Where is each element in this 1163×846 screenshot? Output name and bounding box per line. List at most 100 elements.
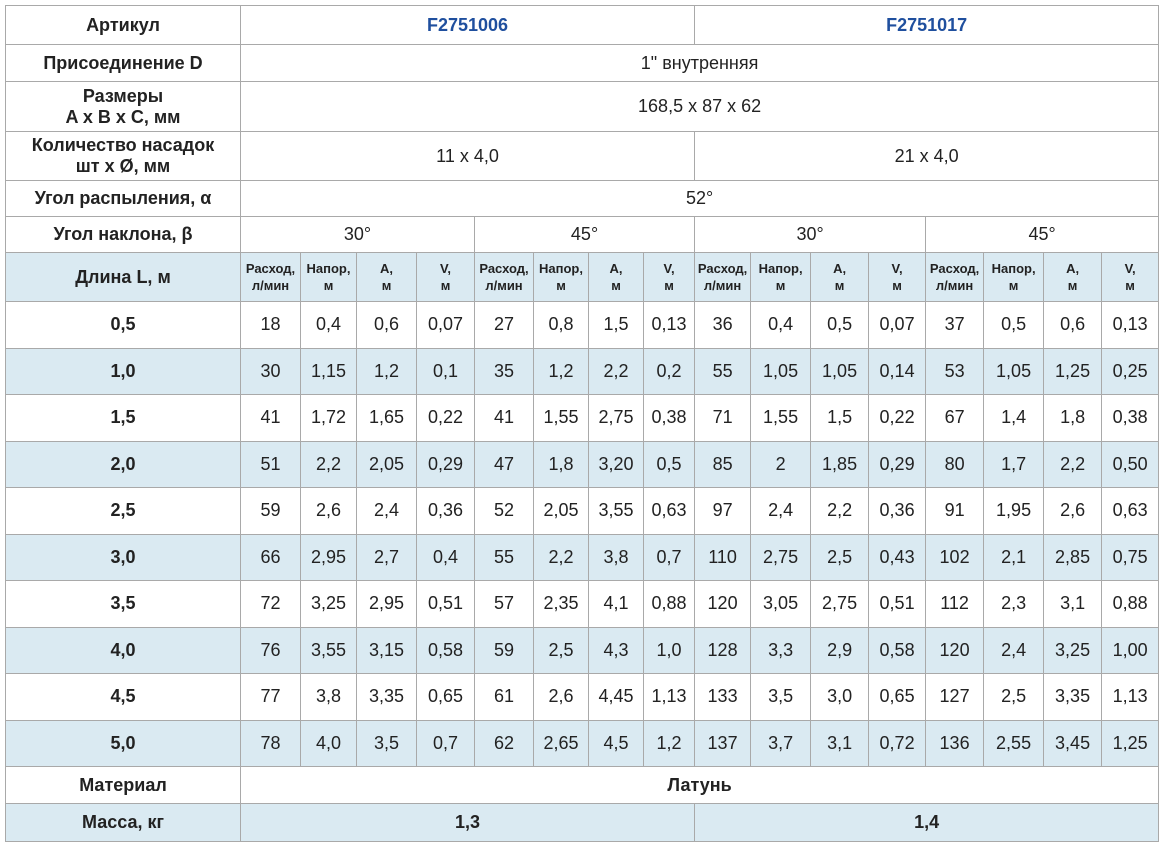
cell-text: 0,50: [1112, 453, 1148, 474]
cell-text: 0,2: [656, 360, 682, 381]
cell-text: 41: [493, 407, 515, 428]
table-cell: 2,95: [300, 533, 357, 581]
table-cell: 37: [925, 301, 985, 349]
cell-text: 0,5: [110, 314, 136, 335]
cell-text: 2,0: [110, 453, 136, 474]
cell-text: 97: [712, 500, 733, 521]
cell-text: 3,35: [1055, 686, 1091, 707]
cell-text: 1,2: [373, 360, 400, 381]
table-cell: 2,5: [5, 487, 241, 535]
table-cell: A, м: [588, 252, 644, 302]
cell-text: 2,4: [373, 500, 400, 521]
cell-text: 78: [260, 732, 281, 753]
cell-text: 2,35: [543, 593, 579, 614]
cell-text: 0,7: [432, 732, 459, 753]
table-cell: 3,20: [588, 440, 644, 488]
cell-text: м: [1125, 278, 1135, 293]
cell-text: 133: [707, 686, 738, 707]
table-cell: 128: [694, 626, 752, 674]
table-cell: Напор, м: [533, 252, 589, 302]
table-cell: 1,5: [588, 301, 644, 349]
cell-text: Количество насадок: [31, 135, 215, 155]
table-cell: 45°: [473, 216, 696, 253]
table-cell: 0,5: [642, 440, 696, 488]
table-cell: 30°: [240, 216, 475, 253]
cell-text: 4,1: [603, 593, 629, 614]
table-cell: 2,75: [750, 533, 812, 581]
table-cell: 41: [474, 394, 534, 442]
table-cell: A, м: [1043, 252, 1103, 302]
cell-text: 0,51: [427, 593, 464, 614]
cell-text: 0,14: [879, 360, 915, 381]
table-cell: Расход, л/мин: [240, 252, 301, 302]
cell-text: 18: [260, 314, 281, 335]
table-cell: 1,4: [983, 394, 1045, 442]
cell-text: 2,2: [603, 360, 629, 381]
cell-text: 1,05: [763, 360, 799, 381]
table-cell: Напор, м: [750, 252, 812, 302]
cell-text: 30: [260, 360, 281, 381]
cell-text: 2,4: [1001, 639, 1027, 660]
cell-text: 168,5 x 87 x 62: [638, 96, 762, 116]
table-cell: 2,2: [1043, 440, 1103, 488]
table-cell: 1,0: [642, 626, 696, 674]
table-cell: Расход, л/мин: [474, 252, 534, 302]
cell-text: Расход,: [479, 261, 529, 276]
table-cell: 2,2: [588, 347, 644, 395]
table-cell: 1,25: [1043, 347, 1103, 395]
table-cell: 1,05: [983, 347, 1045, 395]
table-cell: 0,8: [533, 301, 589, 349]
table-cell: 77: [240, 673, 301, 721]
table-cell: 2,2: [533, 533, 589, 581]
table-row: 0,5 18 0,4 0,6 0,07 27 0,8 1,5 0,13 36 0,4 0,5 0,07 3…: [5, 301, 1160, 349]
table-cell: 0,88: [642, 580, 696, 628]
cell-text: A,: [1066, 261, 1080, 276]
cell-text: 52°: [685, 188, 714, 208]
table-cell: 0,58: [868, 626, 927, 674]
table-row: Присоединение D 1" внутренняя: [5, 44, 1160, 82]
cell-text: 41: [260, 407, 281, 428]
table-cell: 110: [694, 533, 752, 581]
cell-text: 1,3: [455, 812, 481, 832]
cell-text: A,: [609, 261, 623, 276]
cell-text: л/мин: [935, 278, 974, 293]
cell-text: Артикул: [86, 14, 160, 35]
cell-text: 1,5: [110, 407, 136, 428]
cell-text: 2,5: [827, 546, 853, 567]
table-cell: 1,2: [533, 347, 589, 395]
cell-text: 1,25: [1055, 360, 1091, 381]
cell-text: 3,15: [368, 639, 405, 660]
cell-text: Материал: [79, 774, 167, 795]
table-cell: 30°: [694, 216, 927, 253]
cell-text: 30°: [796, 224, 824, 244]
table-cell: 3,0: [5, 533, 241, 581]
table-cell: 2,5: [810, 533, 870, 581]
cell-text: Масса, кг: [82, 812, 164, 832]
table-cell: 0,63: [1101, 487, 1160, 535]
table-cell: 2,9: [810, 626, 870, 674]
table-cell: 85: [694, 440, 752, 488]
table-cell: Латунь: [239, 766, 1160, 804]
table-cell: 1,7: [983, 440, 1045, 488]
table-cell: 59: [240, 487, 301, 535]
table-cell: Артикул: [5, 5, 241, 45]
table-cell: 1" внутренняя: [239, 44, 1160, 82]
table-cell: 2,75: [810, 580, 870, 628]
table-cell: 1,65: [356, 394, 417, 442]
table-cell: 0,7: [642, 533, 696, 581]
cell-text: 80: [944, 453, 965, 474]
cell-text: 4,45: [598, 686, 634, 707]
table-cell: 2,4: [356, 487, 417, 535]
table-cell: 1,8: [533, 440, 589, 488]
cell-text: 1,4: [1001, 407, 1027, 428]
cell-text: 57: [493, 593, 515, 614]
cell-text: 52: [493, 500, 515, 521]
table-cell: 102: [925, 533, 985, 581]
cell-text: 4,3: [603, 639, 629, 660]
table-cell: 2: [750, 440, 812, 488]
table-cell: 0,51: [868, 580, 927, 628]
table-cell: 1,85: [810, 440, 870, 488]
cell-text: 2,55: [996, 732, 1032, 753]
cell-text: 3,35: [368, 686, 405, 707]
cell-text: 110: [708, 546, 737, 567]
